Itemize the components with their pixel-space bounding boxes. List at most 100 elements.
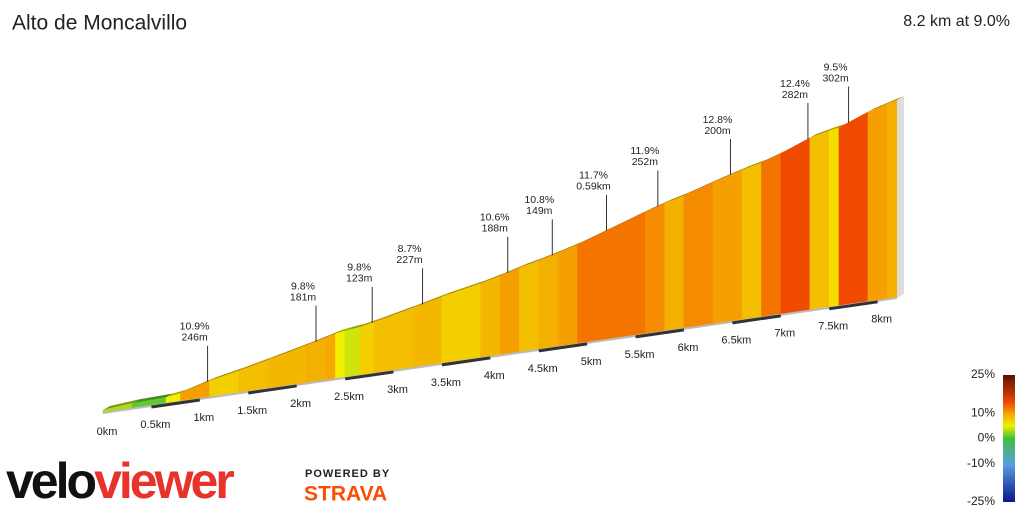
grade-segment — [306, 337, 326, 384]
grade-segment — [887, 99, 898, 300]
top-face — [412, 292, 449, 308]
top-face — [103, 399, 140, 410]
annotation-grade: 9.8% — [347, 262, 371, 274]
x-tick-label: 3km — [387, 384, 408, 396]
x-tick-band — [151, 398, 201, 409]
x-tick-label: 6.5km — [721, 335, 751, 347]
top-face — [335, 326, 353, 334]
annotation-length: 181m — [290, 291, 317, 303]
x-tick-label: 7.5km — [818, 321, 848, 333]
top-face — [809, 126, 837, 138]
annotation-length: 0.59km — [576, 181, 611, 193]
chart-title: Alto de Moncalvillo — [12, 12, 187, 35]
grade-segment — [557, 244, 578, 348]
annotation-grade: 9.8% — [291, 280, 315, 292]
annotation-grade: 10.8% — [524, 194, 554, 206]
annotation-grade: 12.8% — [703, 114, 733, 126]
annotation-length: 200m — [704, 125, 731, 137]
top-face — [359, 318, 382, 328]
x-tick-label: 4km — [484, 370, 505, 382]
top-face — [238, 356, 275, 372]
grade-segment — [480, 275, 501, 359]
annotation-grade: 11.7% — [579, 170, 608, 182]
annotation-grade: 10.6% — [480, 212, 510, 224]
annotation-length: 302m — [822, 72, 849, 84]
x-tick-label: 6km — [678, 342, 699, 354]
colorbar — [1003, 375, 1015, 502]
grade-segment — [359, 321, 375, 377]
annotation-grade: 10.9% — [180, 321, 210, 333]
annotation-grade: 9.5% — [824, 61, 848, 73]
grade-segment — [683, 182, 714, 330]
annotation-length: 246m — [181, 332, 208, 344]
annotation-grade: 12.4% — [780, 78, 810, 90]
top-face — [306, 333, 333, 346]
annotation-length: 227m — [396, 254, 423, 266]
annotation-length: 252m — [632, 156, 659, 168]
top-face — [345, 323, 367, 331]
x-tick-label: 2.5km — [334, 391, 364, 403]
top-face — [519, 256, 546, 268]
x-tick-label: 7km — [774, 328, 795, 340]
colorbar-label: 10% — [971, 405, 995, 419]
grade-segment — [741, 162, 762, 321]
x-tick-band — [732, 314, 782, 325]
x-tick-band — [635, 328, 685, 339]
top-face — [267, 341, 314, 361]
grade-segment — [412, 296, 443, 369]
brand-logo: veloviewer — [6, 453, 234, 509]
grade-segment — [780, 137, 811, 316]
colorbar-label: 0% — [978, 431, 996, 445]
x-tick-label: 0.5km — [140, 419, 170, 431]
annotation-length: 188m — [482, 223, 509, 235]
x-tick-band — [829, 300, 878, 311]
annotation-grade: 8.7% — [398, 243, 422, 255]
x-tick-label: 1.5km — [237, 405, 267, 417]
chart-subtitle: 8.2 km at 9.0% — [903, 13, 1010, 30]
grade-segment — [335, 330, 346, 380]
grade-segment — [809, 130, 830, 311]
x-tick-label: 5.5km — [625, 349, 655, 361]
grade-segment — [828, 127, 840, 309]
grade-segment — [761, 153, 782, 318]
x-tick-band — [538, 342, 588, 353]
annotation-length: 282m — [782, 89, 809, 101]
grade-segment — [867, 103, 888, 303]
x-tick-label: 4.5km — [528, 363, 558, 375]
top-face — [829, 123, 846, 131]
grade-segment — [644, 202, 665, 335]
grade-segment — [838, 111, 869, 307]
x-tick-band — [344, 370, 394, 381]
top-face — [374, 303, 420, 323]
top-face — [742, 158, 769, 171]
brand-velo: velo — [6, 453, 96, 509]
top-face — [441, 279, 488, 297]
colorbar-label: -25% — [967, 494, 995, 508]
grade-segment — [499, 267, 520, 356]
top-face — [664, 191, 691, 204]
x-tick-band — [248, 384, 297, 395]
powered-by: POWERED BY — [305, 468, 390, 480]
strava-logo: STRAVA — [304, 483, 387, 506]
top-face — [480, 272, 507, 284]
grade-segment — [373, 307, 414, 375]
colorbar-label: 25% — [971, 367, 995, 381]
x-tick-label: 5km — [581, 356, 602, 368]
grade-segment — [712, 169, 743, 325]
x-tick-label: 1km — [193, 412, 214, 424]
x-tick-label: 8km — [871, 314, 892, 326]
top-face — [887, 96, 904, 104]
grade-segment — [538, 252, 559, 351]
x-tick-label: 3.5km — [431, 377, 461, 389]
grade-segment — [325, 333, 336, 382]
brand-viewer: viewer — [94, 453, 234, 509]
top-face — [325, 329, 343, 338]
grade-segment — [664, 195, 685, 332]
grade-segment — [519, 260, 539, 353]
grade-segment — [344, 326, 360, 379]
annotation-length: 123m — [346, 273, 373, 285]
top-face — [165, 389, 188, 398]
colorbar-label: -10% — [967, 456, 995, 470]
annotation-grade: 11.9% — [630, 145, 659, 157]
